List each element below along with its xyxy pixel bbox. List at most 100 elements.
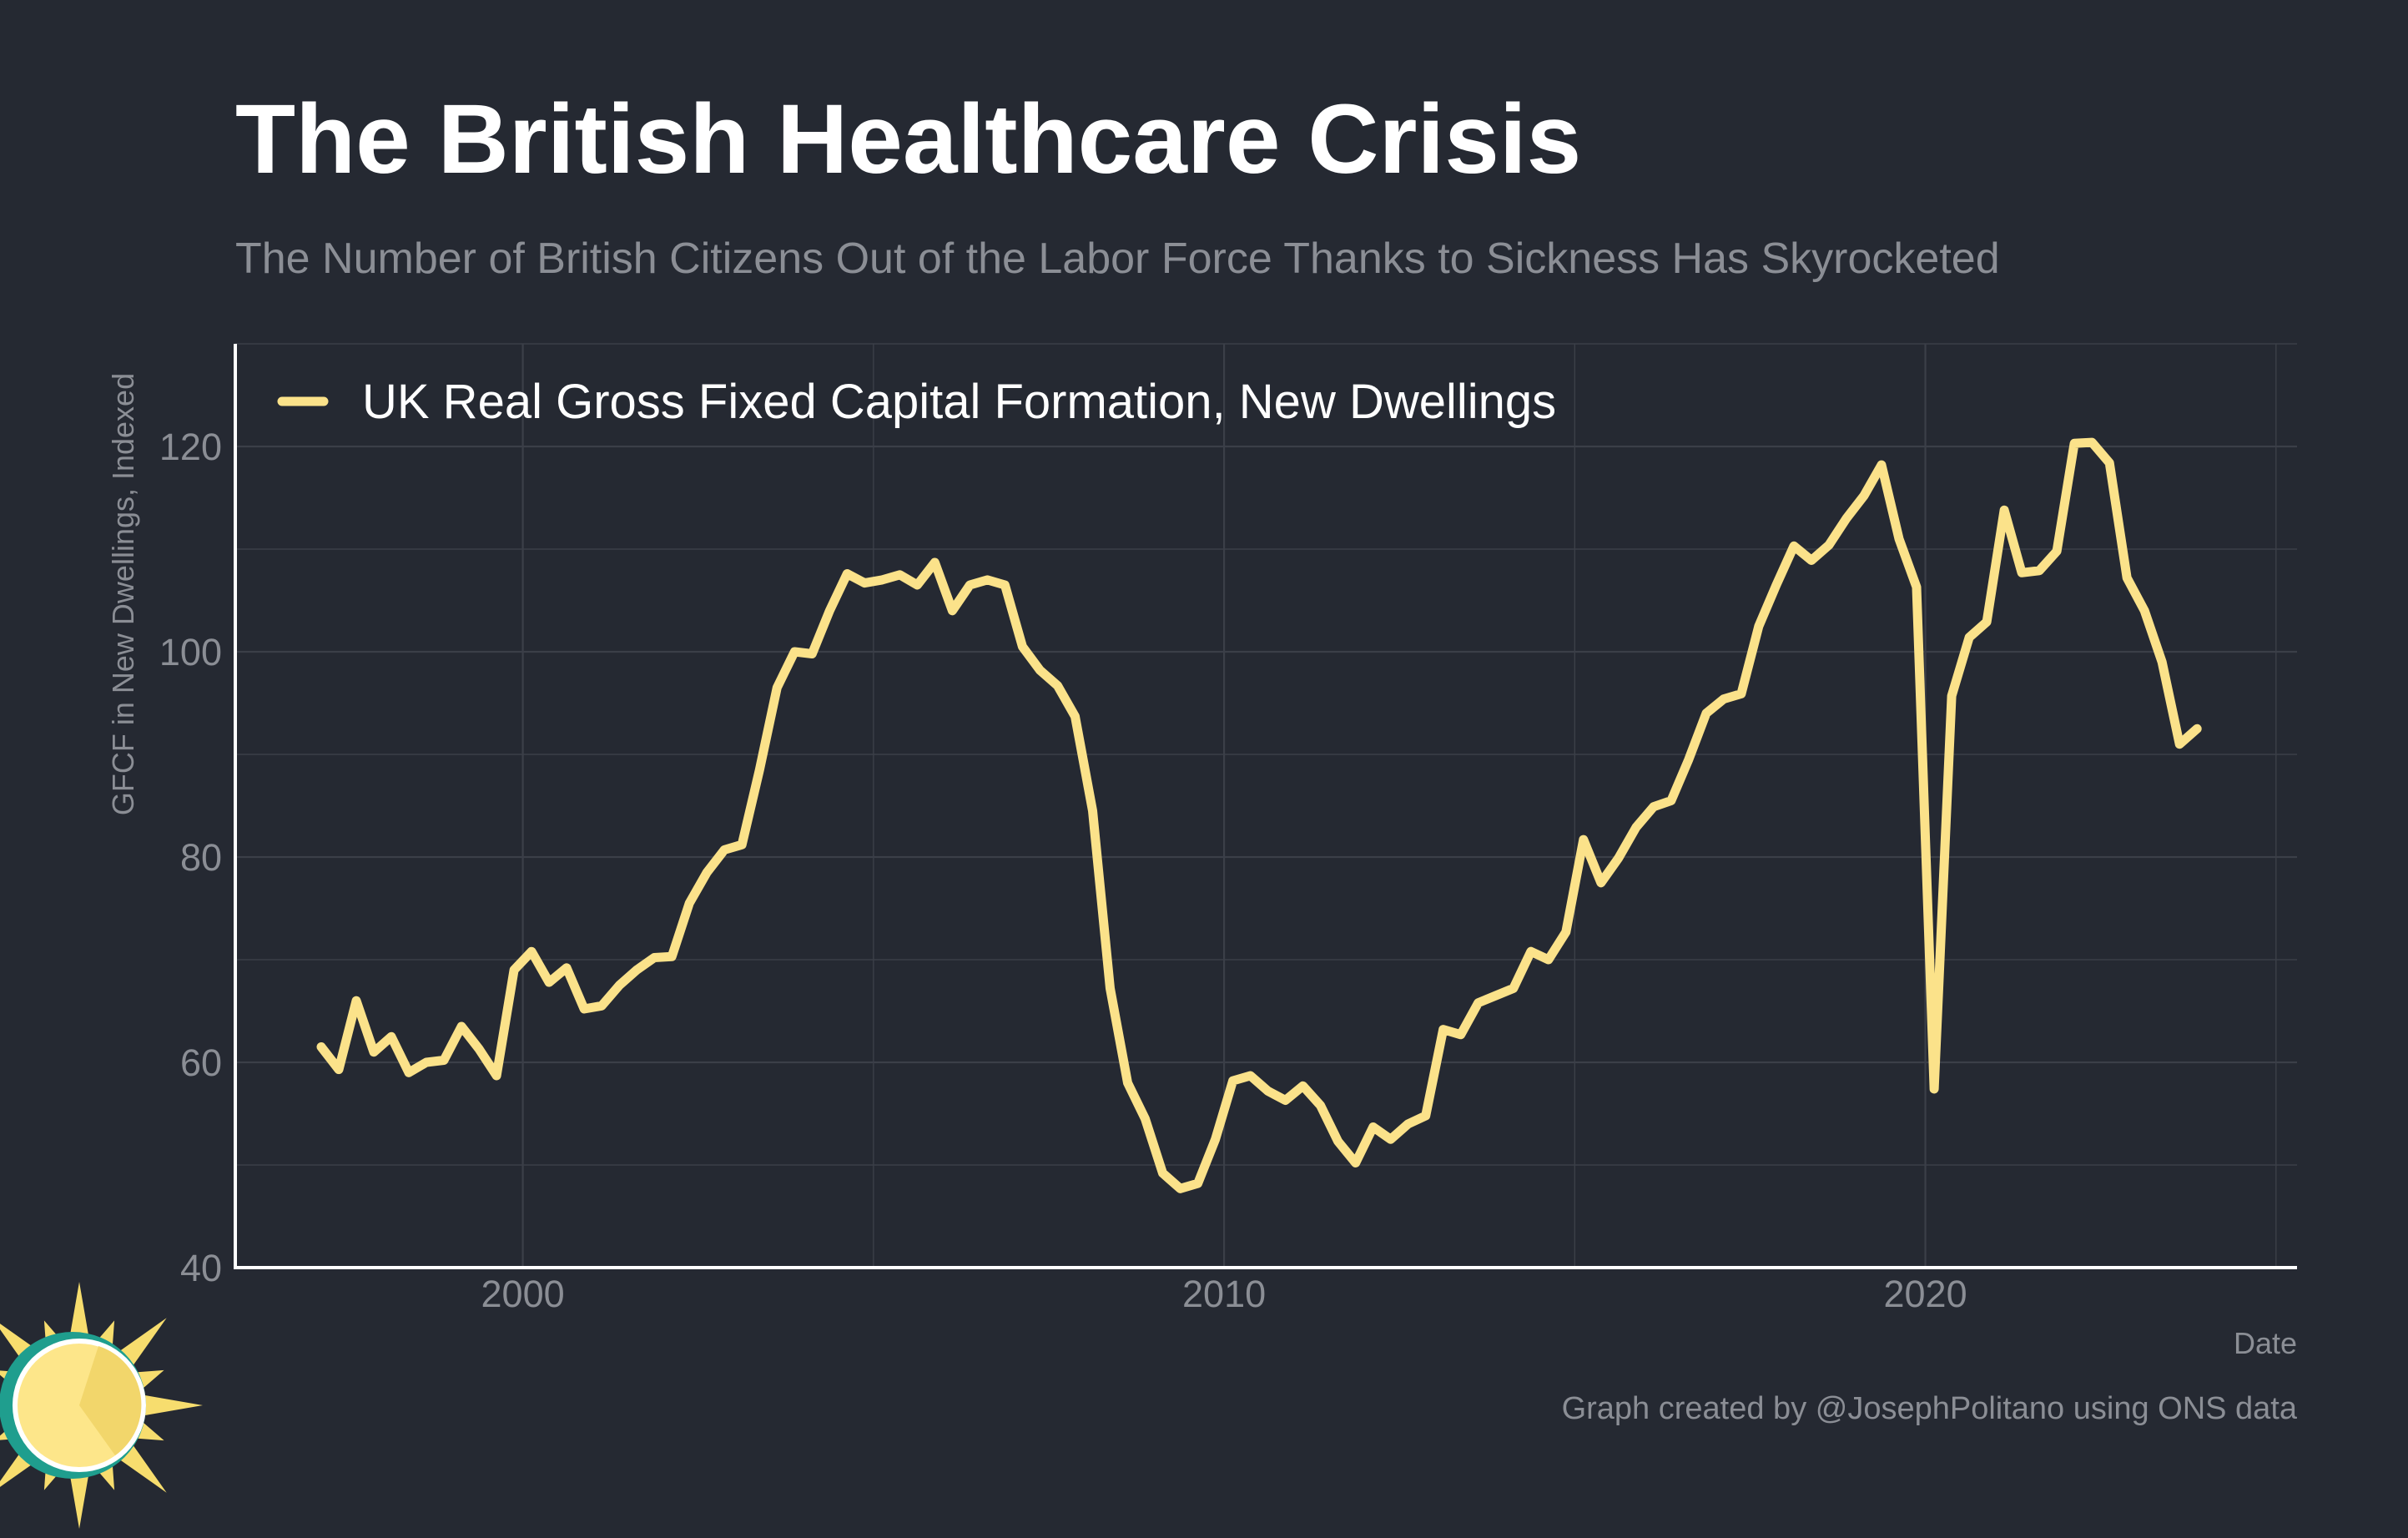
data-point <box>687 900 692 905</box>
data-point <box>1686 757 1691 762</box>
data-point <box>1564 930 1569 935</box>
data-point <box>1879 462 1884 467</box>
data-point <box>1458 1032 1463 1037</box>
data-point <box>1126 1081 1131 1086</box>
y-tick-label: 80 <box>180 836 222 879</box>
x-tick-label: 2000 <box>481 1273 565 1315</box>
data-point <box>739 842 744 847</box>
data-point <box>1388 1137 1393 1142</box>
data-point <box>2124 575 2129 580</box>
data-point <box>476 1046 481 1051</box>
data-point <box>1020 644 1025 649</box>
data-point <box>1756 623 1761 628</box>
data-point <box>2002 507 2007 512</box>
data-point <box>1826 542 1831 547</box>
data-point <box>1441 1027 1446 1032</box>
data-point <box>1932 1087 1937 1092</box>
data-point <box>2054 549 2059 554</box>
data-point <box>2072 441 2077 446</box>
data-point <box>774 685 779 690</box>
data-point <box>441 1058 446 1063</box>
data-point <box>1248 1073 1253 1078</box>
data-point <box>1546 957 1551 962</box>
data-point <box>1494 993 1499 998</box>
data-point <box>1353 1161 1358 1166</box>
data-point <box>722 847 727 852</box>
chart-subtitle: The Number of British Citizens Out of th… <box>235 234 2000 283</box>
y-tick-label: 40 <box>180 1247 222 1289</box>
data-point <box>1599 880 1604 885</box>
data-point <box>547 980 552 985</box>
data-point <box>1616 855 1621 860</box>
data-point <box>985 577 990 582</box>
data-point <box>950 608 955 613</box>
logo-sun-shade <box>79 1346 142 1455</box>
data-point <box>809 652 814 657</box>
data-point <box>1002 582 1007 587</box>
x-axis-label: Date <box>2234 1326 2297 1360</box>
data-point <box>1423 1113 1428 1118</box>
data-point <box>914 582 919 587</box>
series-line-new-dwellings <box>316 437 2202 1193</box>
data-point <box>1809 558 1814 563</box>
data-point <box>1055 683 1060 688</box>
data-point <box>2177 742 2182 747</box>
data-point <box>2159 659 2164 664</box>
data-point <box>1861 493 1866 498</box>
data-point <box>879 577 884 582</box>
legend-label: UK Real Gross Fixed Capital Formation, N… <box>362 375 1556 429</box>
source-caption: Graph created by @JosephPolitano using O… <box>1562 1391 2298 1426</box>
data-point <box>2142 608 2147 613</box>
data-point <box>1511 986 1516 991</box>
data-point <box>1476 1001 1481 1006</box>
data-point <box>1704 711 1709 716</box>
x-tick-label: 2020 <box>1883 1273 1967 1315</box>
data-point <box>1143 1117 1148 1122</box>
data-point <box>1037 668 1042 673</box>
data-point <box>1318 1103 1323 1108</box>
data-point <box>1108 986 1113 991</box>
data-point <box>827 608 832 613</box>
data-point <box>529 949 534 954</box>
data-point <box>424 1060 429 1065</box>
data-point <box>1914 585 1919 590</box>
data-point <box>1213 1137 1218 1142</box>
data-point <box>1406 1122 1411 1127</box>
data-point <box>1949 693 1954 698</box>
data-point <box>1301 1083 1306 1088</box>
chart-title: The British Healthcare Crisis <box>235 84 1582 194</box>
legend: UK Real Gross Fixed Capital Formation, N… <box>277 375 1556 429</box>
data-point <box>1897 537 1902 542</box>
data-point <box>617 983 622 988</box>
data-point <box>844 572 849 577</box>
data-point <box>1371 1125 1376 1130</box>
data-point <box>494 1073 499 1078</box>
data-point <box>2037 568 2042 573</box>
sun-logo-icon <box>0 1282 203 1529</box>
y-tick-label: 100 <box>159 631 222 673</box>
data-point <box>704 870 709 875</box>
y-tick-labels: 40 60 80 100 120 <box>159 426 222 1289</box>
y-axis-label: GFCF in New Dwellings, Indexed <box>106 373 140 815</box>
data-point <box>1984 619 1989 624</box>
data-point <box>406 1070 411 1075</box>
data-point <box>1967 635 1972 640</box>
data-point <box>669 954 674 959</box>
data-point <box>1669 798 1674 803</box>
data-point <box>967 582 972 587</box>
data-point <box>652 956 657 961</box>
x-tick-labels: 2000 2010 2020 <box>481 1273 1967 1315</box>
data-point <box>599 1003 604 1008</box>
data-point <box>897 572 902 577</box>
data-point <box>792 649 797 654</box>
data-point <box>354 998 359 1003</box>
data-point <box>459 1024 464 1029</box>
data-point <box>1721 697 1726 702</box>
x-tick-label: 2010 <box>1182 1273 1266 1315</box>
data-point <box>1196 1181 1201 1186</box>
data-point <box>932 560 937 565</box>
data-point <box>371 1050 376 1055</box>
data-point <box>2019 570 2024 575</box>
data-point <box>1336 1139 1341 1144</box>
